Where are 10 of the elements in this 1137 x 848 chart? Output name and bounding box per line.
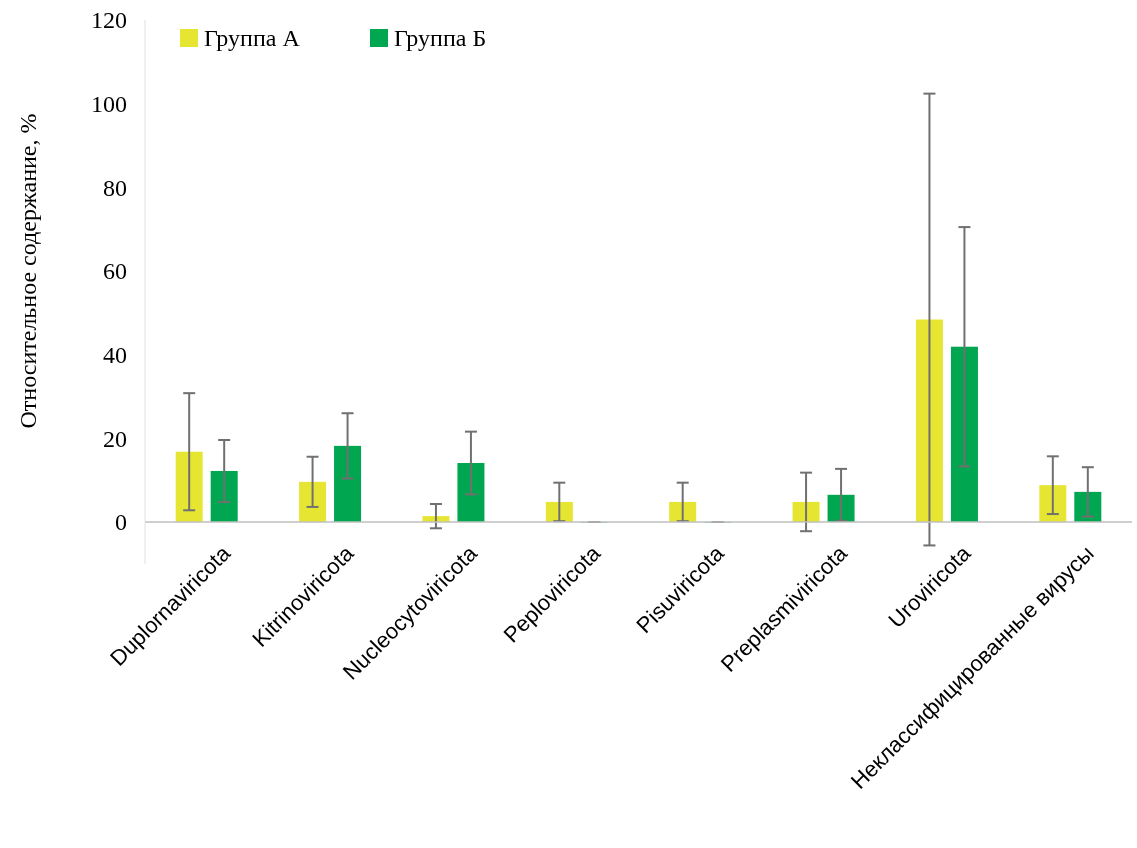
y-axis-title: Относительное содержание, %: [15, 113, 41, 429]
y-tick-label: 40: [103, 342, 127, 369]
y-tick-label: 0: [115, 509, 127, 536]
y-tick-label: 20: [103, 425, 127, 452]
y-tick-label: 120: [91, 7, 127, 34]
y-tick-label: 100: [91, 91, 127, 118]
legend-label: Группа Б: [394, 25, 487, 52]
y-tick-label: 80: [103, 174, 127, 201]
y-tick-label: 60: [103, 258, 127, 285]
legend-label: Группа А: [204, 25, 301, 52]
